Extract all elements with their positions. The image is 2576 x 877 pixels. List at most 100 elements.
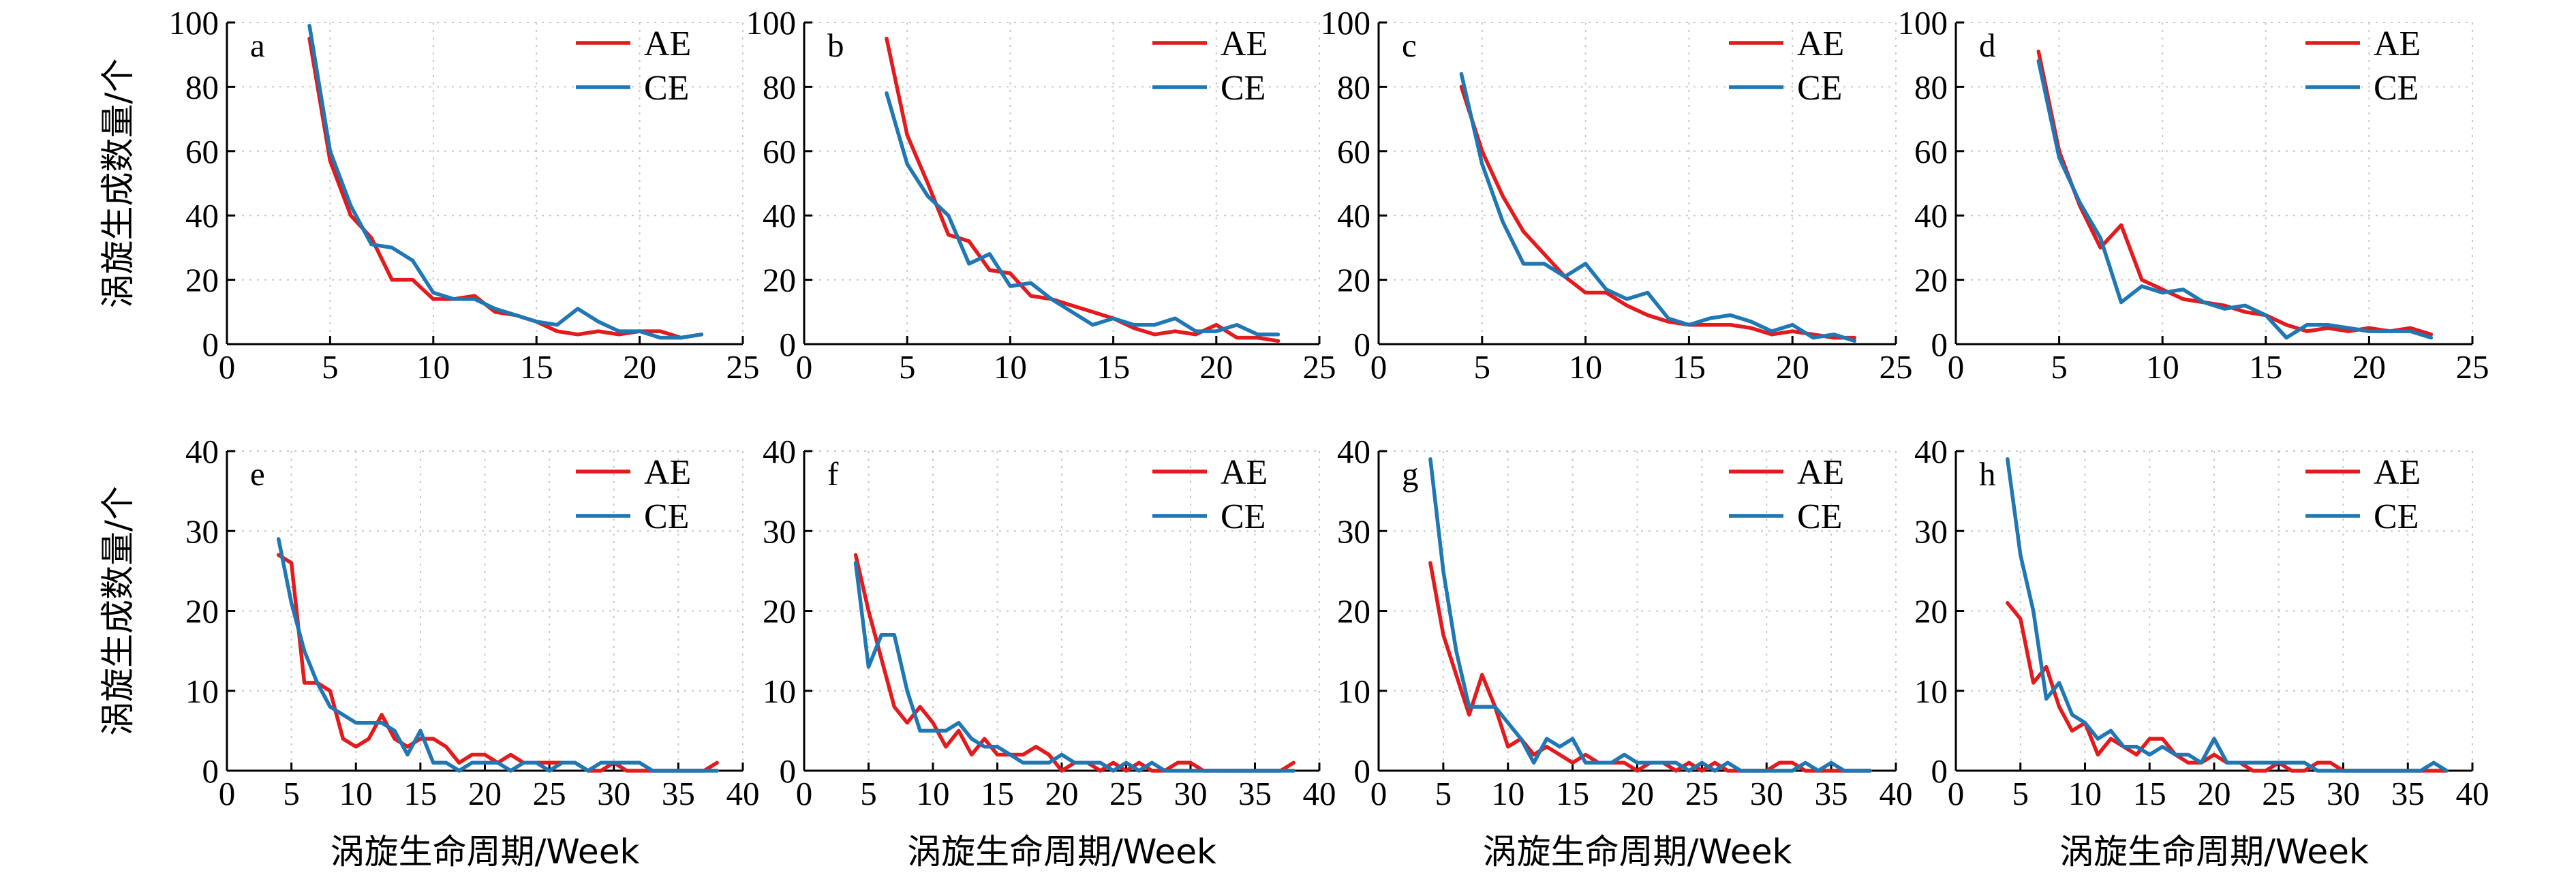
legend-label-ce: CE — [1797, 69, 1842, 108]
panel-g: 0 5 10 15 20 25 30 35 40 0 10 20 30 40 g AE CE 涡旋生命周期/Wee… — [1337, 433, 1913, 872]
data-point-ce — [1277, 333, 1280, 336]
data-point-ce — [906, 163, 908, 166]
x-tick-label: 25 — [1303, 348, 1336, 386]
y-tick-label: 0 — [202, 752, 219, 790]
data-point-ae — [1292, 761, 1295, 764]
data-point-ae — [968, 240, 970, 243]
x-tick-label: 15 — [1097, 348, 1130, 386]
data-point-ae — [1507, 745, 1509, 748]
data-point-ce — [2019, 553, 2022, 556]
y-tick-label: 40 — [763, 433, 796, 470]
y-tick-label: 100 — [746, 4, 797, 42]
data-point-ce — [2226, 761, 2228, 764]
data-point-ce — [1292, 769, 1295, 772]
data-point-ae — [1501, 195, 1504, 198]
x-tick-label: 25 — [1685, 775, 1719, 812]
data-point-ce — [2265, 314, 2267, 317]
data-point-ce — [2429, 337, 2432, 339]
data-point-ae — [1176, 761, 1179, 764]
data-point-ae — [2290, 769, 2293, 772]
data-point-ae — [1189, 761, 1192, 764]
legend: AE CE — [576, 453, 691, 536]
series-line-ae — [276, 553, 719, 773]
data-point-ce — [1636, 761, 1638, 764]
data-point-ce — [2037, 60, 2040, 63]
data-point-ae — [412, 279, 414, 281]
data-point-ce — [380, 722, 383, 724]
data-point-ce — [1071, 311, 1073, 313]
data-point-ae — [1133, 326, 1135, 329]
y-tick-label: 0 — [1931, 752, 1948, 790]
x-tick-label: 35 — [662, 775, 695, 812]
panel-label: d — [1979, 27, 1996, 64]
data-point-ce — [2329, 769, 2332, 772]
data-point-ce — [1133, 324, 1135, 326]
data-point-ae — [548, 761, 551, 764]
data-point-ce — [2367, 769, 2370, 772]
x-axis-title: 涡旋生命周期/Week — [2059, 832, 2369, 872]
data-point-ce — [1468, 705, 1471, 708]
legend-label-ce: CE — [2374, 69, 2419, 108]
data-point-ce — [367, 722, 370, 724]
data-point-ce — [2223, 307, 2226, 310]
legend-label-ce: CE — [644, 497, 689, 536]
data-point-ce — [968, 262, 970, 265]
x-tick-label: 20 — [2198, 775, 2231, 812]
data-point-ce — [1853, 339, 1856, 342]
x-tick-label: 25 — [2262, 775, 2295, 812]
data-point-ce — [354, 722, 357, 724]
y-tick-label: 80 — [1337, 68, 1370, 106]
panel-label: h — [1979, 455, 1996, 493]
data-point-ae — [1460, 85, 1462, 88]
y-tick-label: 100 — [1321, 4, 1371, 42]
data-point-ce — [2058, 681, 2061, 684]
data-point-ce — [2071, 713, 2074, 716]
data-point-ce — [1481, 705, 1484, 708]
data-point-ae — [494, 311, 497, 313]
legend: AE CE — [1152, 25, 1268, 108]
data-point-ce — [1646, 291, 1649, 294]
data-point-ce — [587, 769, 589, 772]
data-point-ae — [1256, 337, 1259, 339]
data-point-ce — [2099, 236, 2102, 239]
series-line-ae — [2006, 601, 2449, 773]
data-point-ae — [1099, 769, 1102, 772]
data-point-ce — [2305, 324, 2308, 326]
data-point-ce — [1254, 769, 1256, 772]
series-line-ae — [1428, 561, 1872, 773]
data-point-ce — [1202, 769, 1205, 772]
data-point-ce — [1597, 761, 1600, 764]
data-point-ae — [600, 769, 602, 772]
data-point-ae — [2367, 326, 2370, 329]
x-tick-label: 30 — [1174, 775, 1208, 812]
data-point-ce — [1112, 317, 1115, 320]
data-point-ce — [597, 320, 600, 323]
data-point-ae — [885, 37, 888, 40]
data-point-ae — [2148, 737, 2151, 740]
data-point-ae — [2329, 761, 2332, 764]
x-tick-label: 5 — [2012, 775, 2029, 812]
data-point-ce — [1150, 761, 1153, 764]
data-point-ce — [2182, 288, 2185, 291]
data-point-ae — [406, 745, 409, 748]
data-point-ae — [2327, 326, 2329, 329]
data-point-ce — [1241, 769, 1244, 772]
legend: AE CE — [1729, 25, 1844, 108]
x-tick-label: 10 — [2068, 775, 2102, 812]
data-point-ae — [1047, 754, 1050, 756]
data-point-ae — [2347, 330, 2350, 333]
data-point-ce — [2409, 330, 2412, 333]
data-point-ce — [2148, 754, 2151, 756]
x-tick-label: 30 — [1750, 775, 1783, 812]
x-axis-title: 涡旋生命周期/Week — [1483, 832, 1792, 872]
data-point-ce — [419, 729, 422, 732]
data-point-ce — [1687, 324, 1690, 326]
data-point-ce — [2161, 745, 2164, 748]
data-point-ce — [2174, 754, 2177, 756]
y-tick-label: 60 — [185, 133, 219, 170]
data-point-ae — [597, 330, 600, 333]
data-point-ce — [1791, 324, 1794, 326]
x-tick-label: 10 — [2146, 348, 2179, 386]
data-point-ce — [2252, 761, 2254, 764]
data-point-ce — [1481, 163, 1484, 166]
